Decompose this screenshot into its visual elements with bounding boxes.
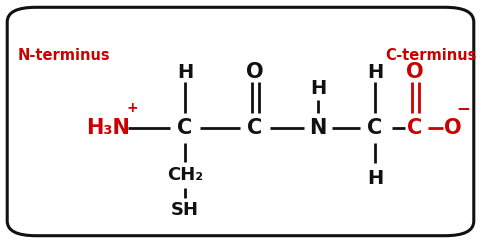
Text: CH₂: CH₂ bbox=[167, 166, 203, 184]
Text: C: C bbox=[407, 118, 422, 138]
Text: SH: SH bbox=[171, 201, 199, 219]
Text: +: + bbox=[126, 101, 138, 115]
Text: O: O bbox=[405, 62, 423, 82]
Text: C-terminus: C-terminus bbox=[384, 47, 475, 62]
Text: H: H bbox=[177, 62, 193, 81]
Text: O: O bbox=[246, 62, 263, 82]
Text: H: H bbox=[366, 168, 383, 188]
Text: C: C bbox=[177, 118, 192, 138]
Text: C: C bbox=[367, 118, 382, 138]
Text: H: H bbox=[309, 78, 325, 97]
Text: O: O bbox=[443, 118, 461, 138]
Text: N: N bbox=[309, 118, 326, 138]
Text: −: − bbox=[455, 99, 469, 117]
Text: H₃N: H₃N bbox=[86, 118, 130, 138]
Text: N-terminus: N-terminus bbox=[18, 47, 110, 62]
Text: H: H bbox=[366, 62, 383, 81]
Text: C: C bbox=[247, 118, 262, 138]
